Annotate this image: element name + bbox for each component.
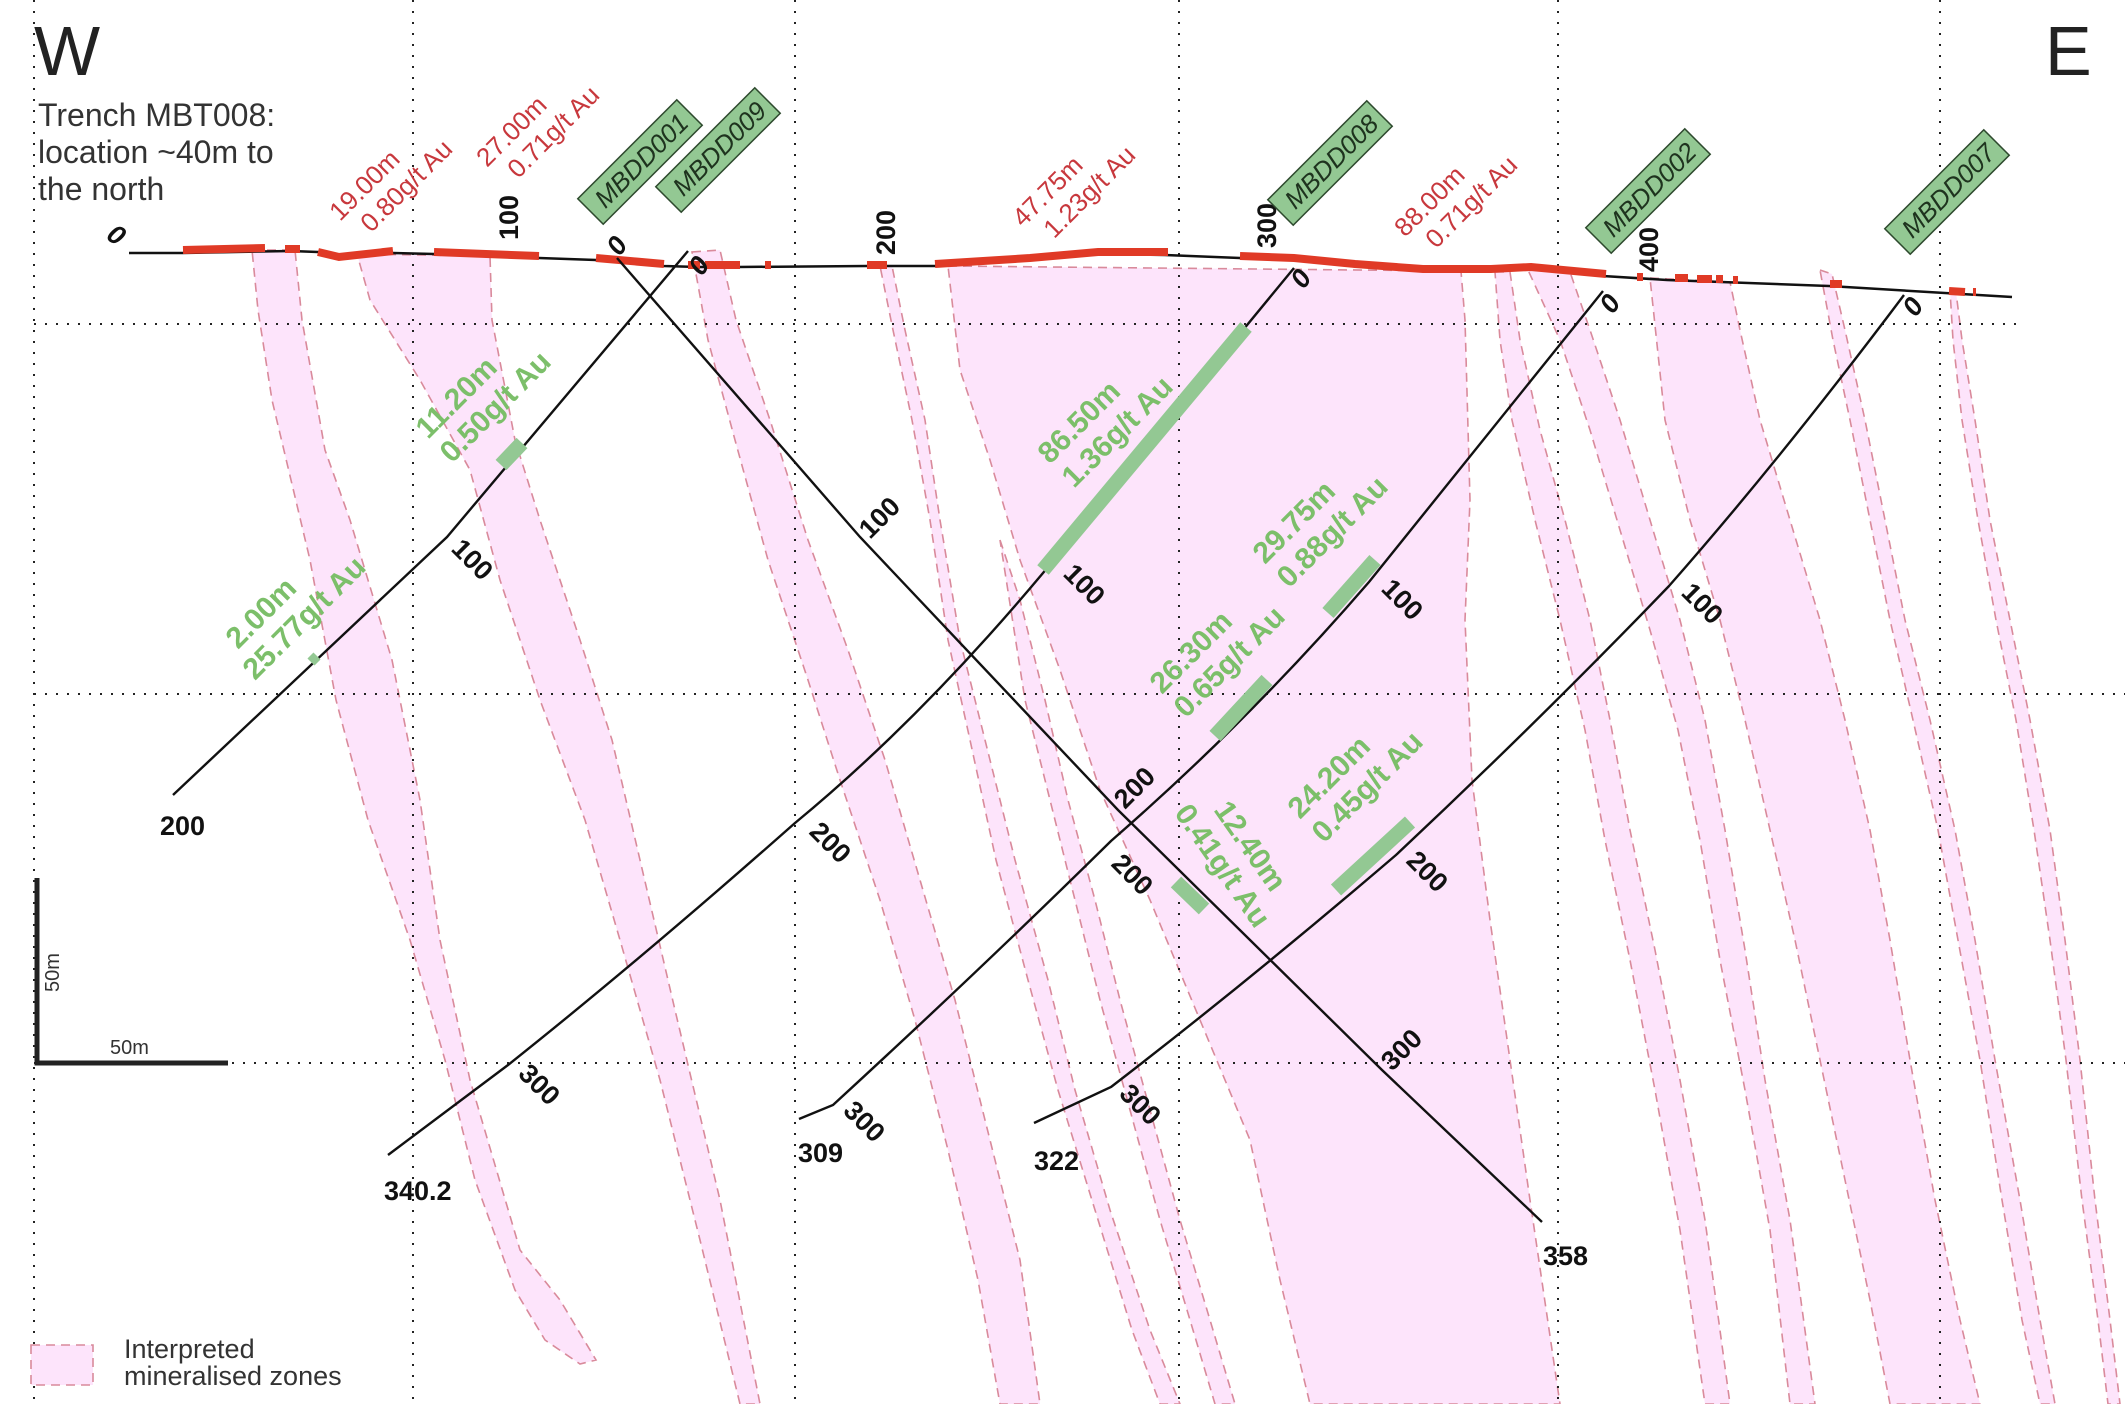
intercept-mbdd001-12m [1170,876,1210,915]
zone-8 [1526,269,1816,1404]
trench-intercept-label: 88.00m 0.71g/t Au [1388,150,1523,254]
surface-trench [129,244,2013,299]
east-label: E [2045,12,2092,90]
trench-intercept [934,248,1168,268]
intercept-mbdd009-2m [307,652,321,666]
legend: Interpreted mineralised zones [30,1334,342,1391]
drillhole-tag-mbdd007[interactable]: MBDD007 [1883,128,2011,256]
intercept-mbdd002-29m [1322,555,1381,618]
drill-intercepts [307,322,1416,915]
trench-intercept [595,254,665,268]
depth-mbdd001-100: 100 [853,491,906,544]
trench-intercept [182,244,266,254]
trench-intercept [1948,287,1966,296]
zone-10 [1818,268,2056,1404]
scale-horizontal-label: 50m [110,1037,149,1059]
drill-trace-mbdd008 [387,267,1295,1156]
trench-intercept [317,247,394,262]
mineralised-zones [251,249,2121,1404]
depth-mbdd007-300: 300 [1114,1078,1167,1131]
trench-intercept-label: 19.00m 0.80g/t Au [323,134,458,238]
end-depth-mbdd001: 358 [1543,1241,1588,1271]
zone-1 [251,249,598,1365]
svg-text:MBDD008: MBDD008 [1278,108,1384,214]
svg-text:MBDD002: MBDD002 [1596,136,1702,242]
end-depth-mbdd008: 340.2 [384,1176,452,1206]
zone-2 [355,253,761,1404]
drill-trace-mbdd009 [172,250,689,796]
svg-text:MBDD007: MBDD007 [1895,137,2002,244]
depth-mbdd008-200: 200 [804,816,857,869]
legend-swatch [30,1344,94,1386]
drillhole-tag-mbdd008[interactable]: MBDD008 [1266,99,1394,227]
trench-intercept-label: 27.00m 0.71g/t Au [470,80,605,184]
end-depth-mbdd009: 200 [160,811,205,841]
depth-mbdd002-300: 300 [838,1095,891,1148]
drill-trace-mbdd001 [616,257,1543,1223]
end-depth-mbdd007: 322 [1034,1146,1079,1176]
zone-4 [879,265,1181,1404]
collar-mbdd002: 0 [1593,289,1626,319]
intercept-mbdd007-24m [1330,816,1416,896]
trench-chainage-200: 200 [871,210,901,255]
zone-7 [1494,271,1731,1404]
zone-6 [999,539,1236,1404]
intercept-mbdd008-86m [1037,322,1252,575]
zone-5 [947,265,1561,1404]
trench-note-line-2: location ~40m to [38,134,274,170]
scale-bar: 50m 50m [34,878,228,1066]
trench-note-line-3: the north [38,171,164,207]
depth-mbdd008-300: 300 [513,1058,566,1111]
trench-chainage-0: 0 [102,218,132,251]
drill-trace-mbdd007 [1033,294,1905,1125]
trench-chainage-300: 300 [1252,203,1282,248]
drill-traces [172,250,1905,1223]
trench-intercept [433,248,540,260]
end-depth-mbdd002: 309 [798,1138,843,1168]
grid [33,0,2125,1404]
collar-mbdd007: 0 [1896,292,1929,322]
intercept-mbdd002-26m [1209,674,1273,742]
zone-11 [1949,288,2121,1404]
drill-trace-mbdd002 [798,290,1604,1121]
trench-intercept-label: 47.75m 1.23g/t Au [1006,140,1141,244]
zone-9 [1649,277,1981,1404]
legend-line-2: mineralised zones [124,1361,342,1391]
scale-vertical-label: 50m [42,953,64,992]
west-label: W [34,12,100,90]
trench-chainage-400: 400 [1634,227,1664,272]
intercept-mbdd009-11m [495,437,528,471]
trench-note-line-1: Trench MBT008: [38,97,275,133]
trench-chainage-100: 100 [494,195,524,240]
trench-intercept [1239,252,1607,278]
legend-line-1: Interpreted [124,1334,255,1364]
